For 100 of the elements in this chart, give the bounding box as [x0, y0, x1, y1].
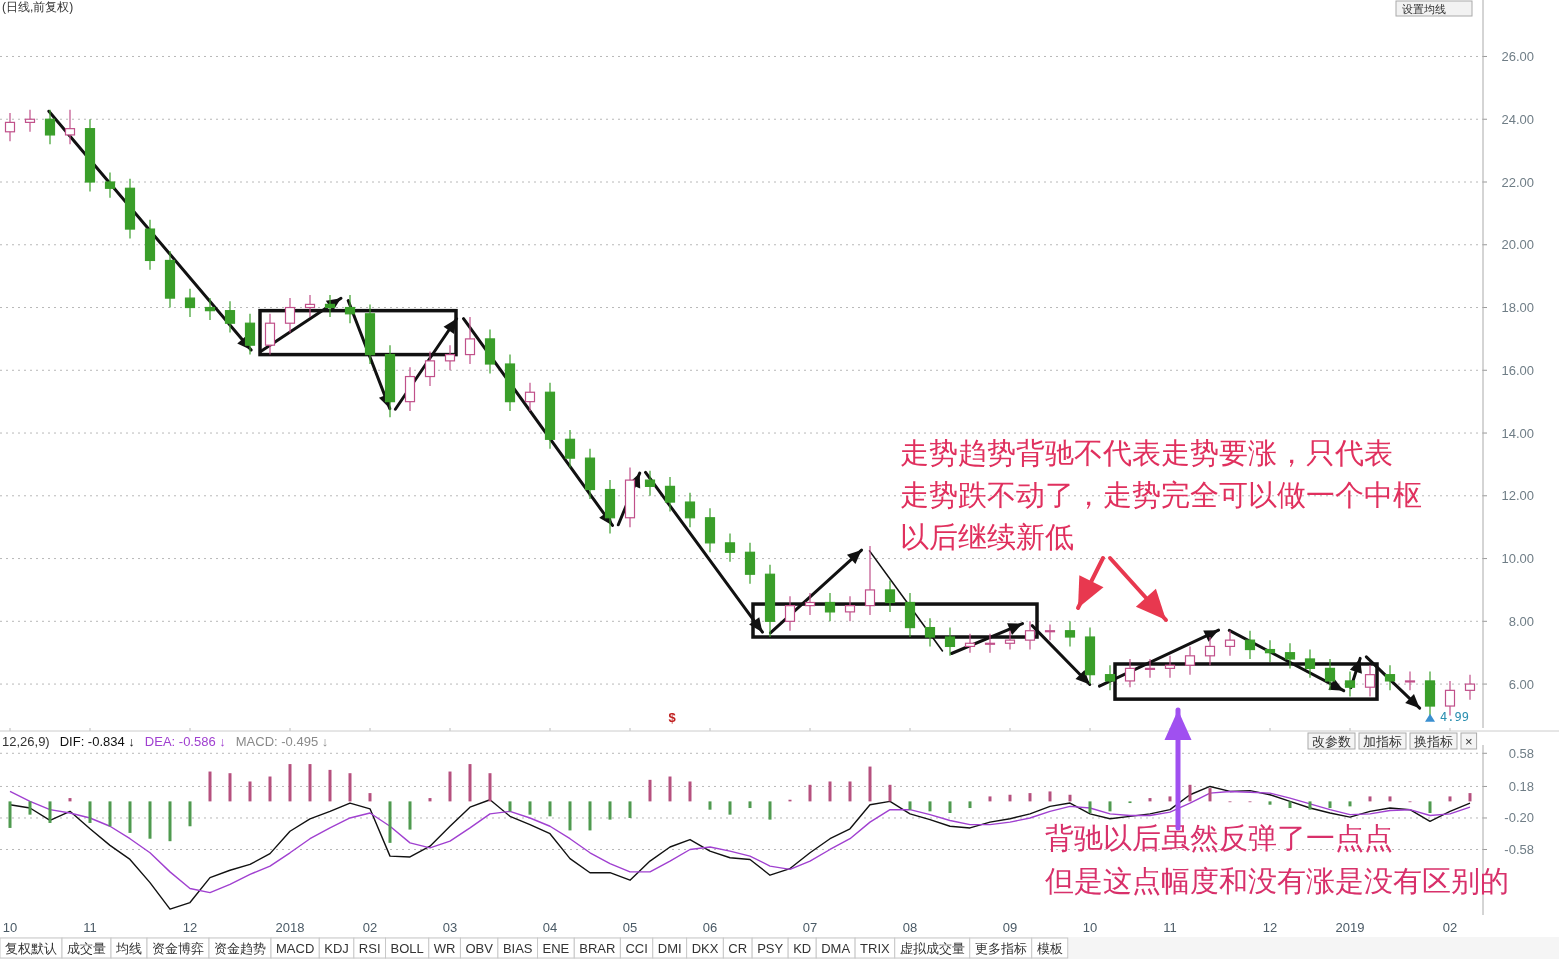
y-tick-label: 6.00: [1508, 676, 1534, 692]
bar: [148, 801, 152, 839]
bar: [308, 764, 312, 802]
x-tick-label: 10: [1082, 919, 1098, 935]
bar: [188, 801, 192, 827]
bar: [268, 776, 272, 802]
bar: [1328, 801, 1332, 809]
bar: [828, 781, 832, 802]
bar: [648, 779, 652, 802]
bar: [368, 793, 372, 802]
button: 换指标: [1409, 732, 1458, 750]
tab: PSY: [751, 937, 789, 959]
tab: 虚拟成交量: [894, 937, 971, 959]
bar: [708, 801, 712, 810]
tab: DKX: [686, 937, 724, 959]
x-tick-label: 03: [442, 919, 458, 935]
bar: [1148, 798, 1152, 802]
bar: [1108, 801, 1112, 812]
y-tick-label: 10.00: [1501, 551, 1534, 567]
tab: TRIX: [854, 937, 896, 959]
tab: 资金趋势: [208, 937, 272, 959]
annotation: 走势跌不动了，走势完全可以做一个中枢: [900, 479, 1422, 511]
tab: DMA: [815, 937, 856, 959]
bar: [248, 781, 252, 802]
bar: [888, 784, 892, 802]
button: ×: [1460, 732, 1478, 750]
bar: [1288, 801, 1292, 809]
legend: DIF: -0.834 ↓ DEA: -0.586 ↓ MACD: -0.495 ↓: [59, 733, 329, 749]
bar: [508, 801, 512, 812]
tab: 成交量: [61, 937, 112, 959]
bar: [1468, 793, 1472, 802]
tab: BIAS: [497, 937, 539, 959]
x-tick-label: 12: [182, 919, 198, 935]
annotation: 设置均线: [1402, 3, 1446, 15]
tab: KD: [787, 937, 817, 959]
bar: [768, 801, 772, 820]
bar: [1028, 793, 1032, 802]
y-tick-label: 26.00: [1501, 48, 1534, 64]
bar: [1208, 788, 1212, 802]
bar: [68, 798, 72, 802]
bar: [1188, 784, 1192, 802]
bar: [1088, 801, 1092, 813]
bar: [1448, 796, 1452, 802]
tab: ENE: [537, 937, 575, 959]
y-tick-label: 0.58: [1508, 745, 1534, 761]
x-tick-label: 11: [1163, 919, 1177, 935]
annotation: 改参数: [1312, 733, 1351, 749]
bar: [688, 781, 692, 802]
annotation: 走势趋势背驰不代表走势要涨，只代表: [900, 437, 1393, 469]
y-tick-label: 24.00: [1501, 111, 1534, 127]
bar: [488, 773, 492, 802]
tab: RSI: [353, 937, 386, 959]
bar: [628, 801, 632, 818]
chart-title: 12,26,9): [2, 733, 50, 749]
bar: [48, 801, 52, 823]
annotation: 加指标: [1363, 733, 1402, 749]
bar: [908, 801, 912, 810]
y-tick-label: 14.00: [1501, 425, 1534, 441]
bar: [1008, 794, 1012, 802]
bar: [1048, 791, 1052, 802]
bar: [468, 764, 472, 802]
y-tick-label: 16.00: [1501, 362, 1534, 378]
bar: [348, 773, 352, 802]
bar: [988, 796, 992, 802]
bar: [928, 801, 932, 812]
bar: [868, 766, 872, 802]
bar: [108, 801, 112, 827]
bar: [548, 801, 552, 817]
tab: CR: [722, 937, 753, 959]
x-tick-label: 10: [2, 919, 18, 935]
y-tick-label: 20.00: [1501, 237, 1534, 253]
bar: [668, 776, 672, 802]
bar: [1388, 796, 1392, 802]
y-tick-label: 12.00: [1501, 488, 1534, 504]
bar: [968, 801, 972, 809]
annotation: 背驰以后虽然反弹了一点点: [1045, 822, 1393, 854]
bar: [288, 764, 292, 802]
annotation: 以后继续新低: [900, 521, 1074, 553]
tab: DMI: [652, 937, 688, 959]
annotation: ×: [1465, 733, 1473, 749]
y-tick-label: 0.18: [1508, 778, 1534, 794]
tab: CCI: [619, 937, 654, 959]
bar: [1268, 801, 1272, 805]
annotation: $: [668, 710, 677, 725]
y-tick-label: 18.00: [1501, 300, 1534, 316]
bar: [848, 781, 852, 802]
x-tick-label: 11: [83, 919, 97, 935]
bar: [1068, 794, 1072, 802]
bar: [948, 801, 952, 813]
bar: [728, 801, 732, 815]
button: 改参数: [1307, 732, 1356, 750]
bar: [448, 771, 452, 802]
y-tick-label: -0.20: [1504, 810, 1534, 826]
bar: [748, 801, 752, 809]
x-tick-label: 05: [622, 919, 638, 935]
button: 加指标: [1358, 732, 1407, 750]
bar: [1348, 801, 1352, 807]
tab: BRAR: [573, 937, 621, 959]
bar: [1368, 796, 1372, 802]
tab: MACD: [270, 937, 320, 959]
